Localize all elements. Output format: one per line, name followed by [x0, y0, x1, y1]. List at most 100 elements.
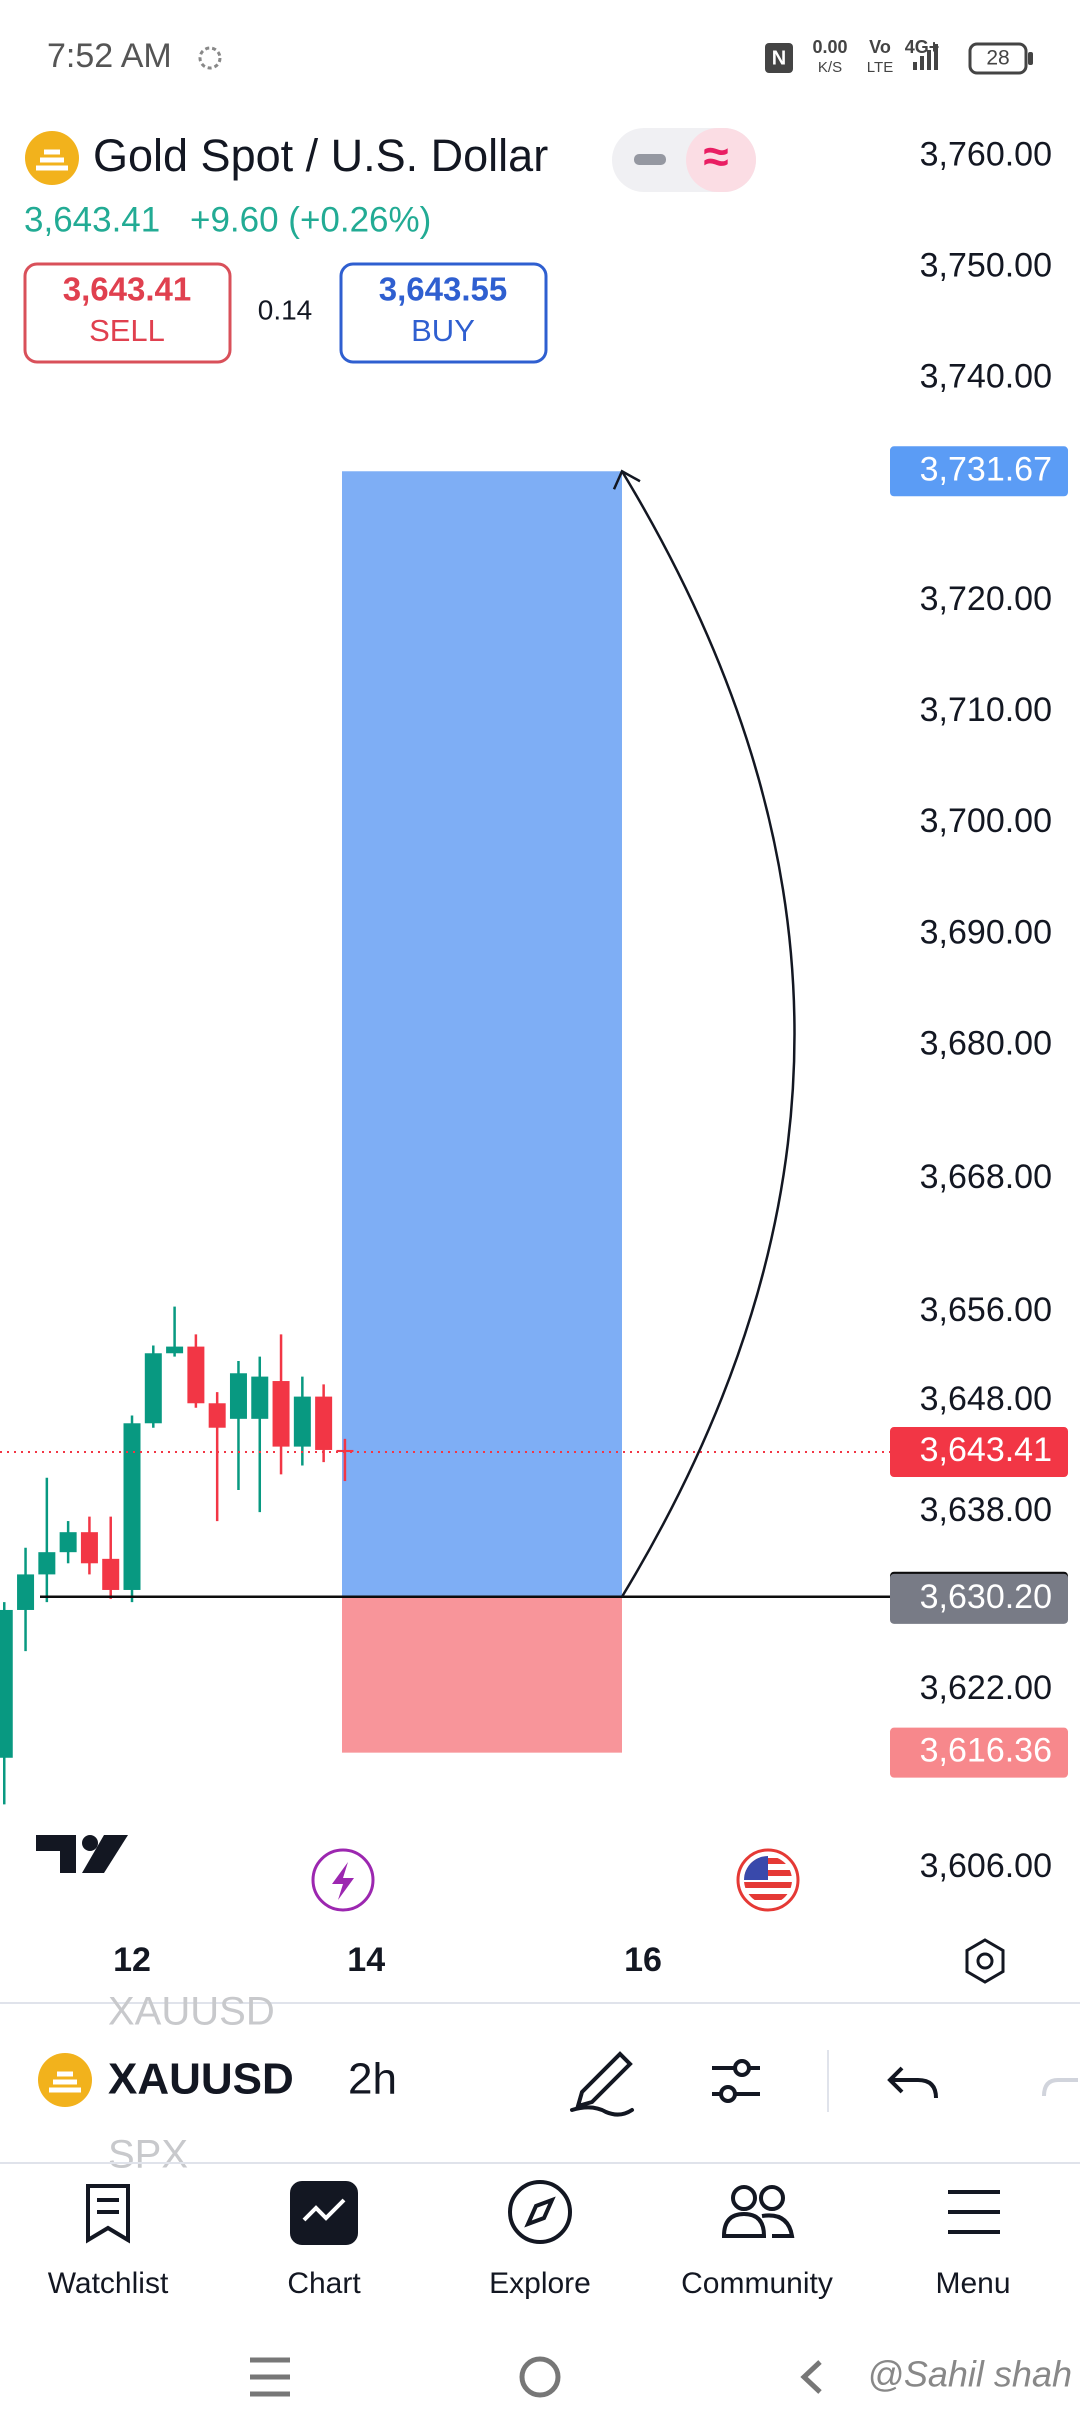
back-button[interactable] — [800, 2360, 822, 2394]
undo[interactable] — [887, 2066, 938, 2099]
recent-apps[interactable] — [250, 2357, 290, 2397]
tradingview-logo — [36, 1835, 128, 1873]
watermark: @Sahil shah — [867, 2354, 1072, 2395]
buy-label[interactable]: BUY — [411, 313, 475, 348]
arrow — [620, 470, 796, 1598]
nav-item[interactable]: Community — [681, 2267, 833, 2300]
price-change: +9.60 (+0.26%) — [190, 200, 431, 239]
price-label-box — [890, 446, 1068, 497]
x-tick-label: 12 — [113, 1941, 151, 1979]
sell-label[interactable]: SELL — [89, 313, 165, 348]
y-tick-label: 3,668.00 — [920, 1158, 1052, 1196]
buy-button[interactable]: 3,643.55 BUY — [339, 262, 548, 364]
candle-body — [229, 1373, 247, 1419]
price-label-text: 3,616.36 — [920, 1732, 1052, 1770]
candle-body — [166, 1346, 184, 1354]
settings-dot — [976, 1952, 994, 1970]
buy-box[interactable] — [339, 262, 548, 364]
y-tick-label: 3,680.00 — [920, 1024, 1052, 1062]
nfc-icon — [765, 43, 793, 73]
home-button[interactable] — [519, 2356, 561, 2398]
price-label-box — [890, 1727, 1068, 1778]
y-tick-label: 3,606.00 — [920, 1847, 1052, 1885]
price-label: 3,643.41 — [890, 1427, 1068, 1478]
x-tick-label: 14 — [347, 1941, 385, 1979]
nav-icons — [86, 2180, 1000, 2245]
nav-item[interactable]: Menu — [935, 2267, 1010, 2300]
spread: 0.14 — [258, 294, 313, 325]
candle-body — [144, 1353, 162, 1424]
candle-body — [315, 1396, 333, 1450]
signal-bars — [913, 44, 938, 70]
volte-sub: LTE — [867, 59, 893, 76]
volte: Vo — [869, 37, 891, 57]
clock: 7:52 AM — [47, 37, 172, 75]
battery — [968, 42, 1028, 75]
y-tick-label: 3,750.00 — [920, 247, 1052, 285]
y-tick-label: 3,622.00 — [920, 1669, 1052, 1707]
nav-item[interactable]: Explore — [489, 2267, 591, 2300]
speed-unit: K/S — [818, 59, 842, 76]
stop-zone — [342, 1596, 622, 1753]
us-flag — [744, 1856, 792, 1904]
toolbar-symbol[interactable]: XAUUSD — [108, 2055, 294, 2104]
candle-body — [0, 1609, 13, 1758]
candle-body — [272, 1381, 290, 1447]
y-tick-label: 3,648.00 — [920, 1380, 1052, 1418]
candle-body — [123, 1423, 141, 1590]
indicators-tool[interactable] — [712, 2059, 760, 2103]
toggle-active[interactable] — [686, 128, 756, 192]
settings-icon[interactable] — [965, 1938, 1005, 1984]
redo[interactable] — [1042, 2078, 1078, 2097]
target-zone — [342, 471, 622, 1597]
y-tick-label: 3,638.00 — [920, 1491, 1052, 1529]
x-tick-label: 16 — [624, 1941, 662, 1979]
sell-price[interactable]: 3,643.41 — [63, 271, 191, 308]
price-label: 3,630.20 — [890, 1573, 1068, 1624]
lightning — [332, 1862, 354, 1900]
price-label: 3,616.36 — [890, 1727, 1068, 1778]
candle-body — [293, 1396, 311, 1447]
price-label: 3,731.67 — [890, 446, 1068, 497]
last-price: 3,643.41 — [24, 200, 160, 239]
price-label-text: 3,731.67 — [920, 450, 1052, 488]
candle-body — [80, 1532, 98, 1564]
nfc-letter: N — [772, 47, 786, 69]
speed: 0.00 — [812, 37, 847, 57]
price-label-box — [890, 1573, 1068, 1624]
nav-bar: Watchlist Chart Explore Community Menu — [48, 2267, 1011, 2300]
sell-box[interactable] — [23, 262, 232, 364]
y-tick-label: 3,760.00 — [920, 135, 1052, 173]
price-label-box — [890, 1427, 1068, 1478]
y-tick-label: 3,710.00 — [920, 691, 1052, 729]
buy-price[interactable]: 3,643.55 — [379, 271, 507, 308]
nav-item[interactable]: Chart — [287, 2267, 361, 2300]
battery-tip — [1028, 52, 1033, 65]
y-tick-label: 3,720.00 — [920, 580, 1052, 618]
price-label-text: 3,630.20 — [920, 1578, 1052, 1616]
sell-button[interactable]: 3,643.41 SELL — [23, 262, 232, 364]
arrowhead — [612, 469, 641, 490]
toggle-on-icon: ≈ — [703, 130, 728, 182]
candle-body — [17, 1574, 35, 1610]
candle-body — [38, 1552, 56, 1575]
candle-body — [187, 1346, 205, 1404]
candle-body — [102, 1558, 120, 1590]
y-tick-label: 3,740.00 — [920, 358, 1052, 396]
y-tick-label: 3,700.00 — [920, 802, 1052, 840]
candle-body — [336, 1449, 354, 1453]
symbol-ghost: SPX — [108, 2133, 188, 2177]
status-icon — [198, 46, 222, 70]
toggle-off-icon — [634, 154, 666, 165]
candle-body — [208, 1403, 226, 1428]
symbol-ghost: XAUUSD — [108, 1990, 275, 2034]
candle-body — [251, 1376, 269, 1419]
battery-level: 28 — [986, 47, 1009, 70]
interval[interactable]: 2h — [348, 2055, 397, 2104]
draw-tool[interactable] — [570, 2051, 634, 2117]
nav-item[interactable]: Watchlist — [48, 2267, 169, 2300]
y-tick-label: 3,656.00 — [920, 1291, 1052, 1329]
y-tick-label: 3,690.00 — [920, 913, 1052, 951]
candle-body — [59, 1532, 77, 1553]
